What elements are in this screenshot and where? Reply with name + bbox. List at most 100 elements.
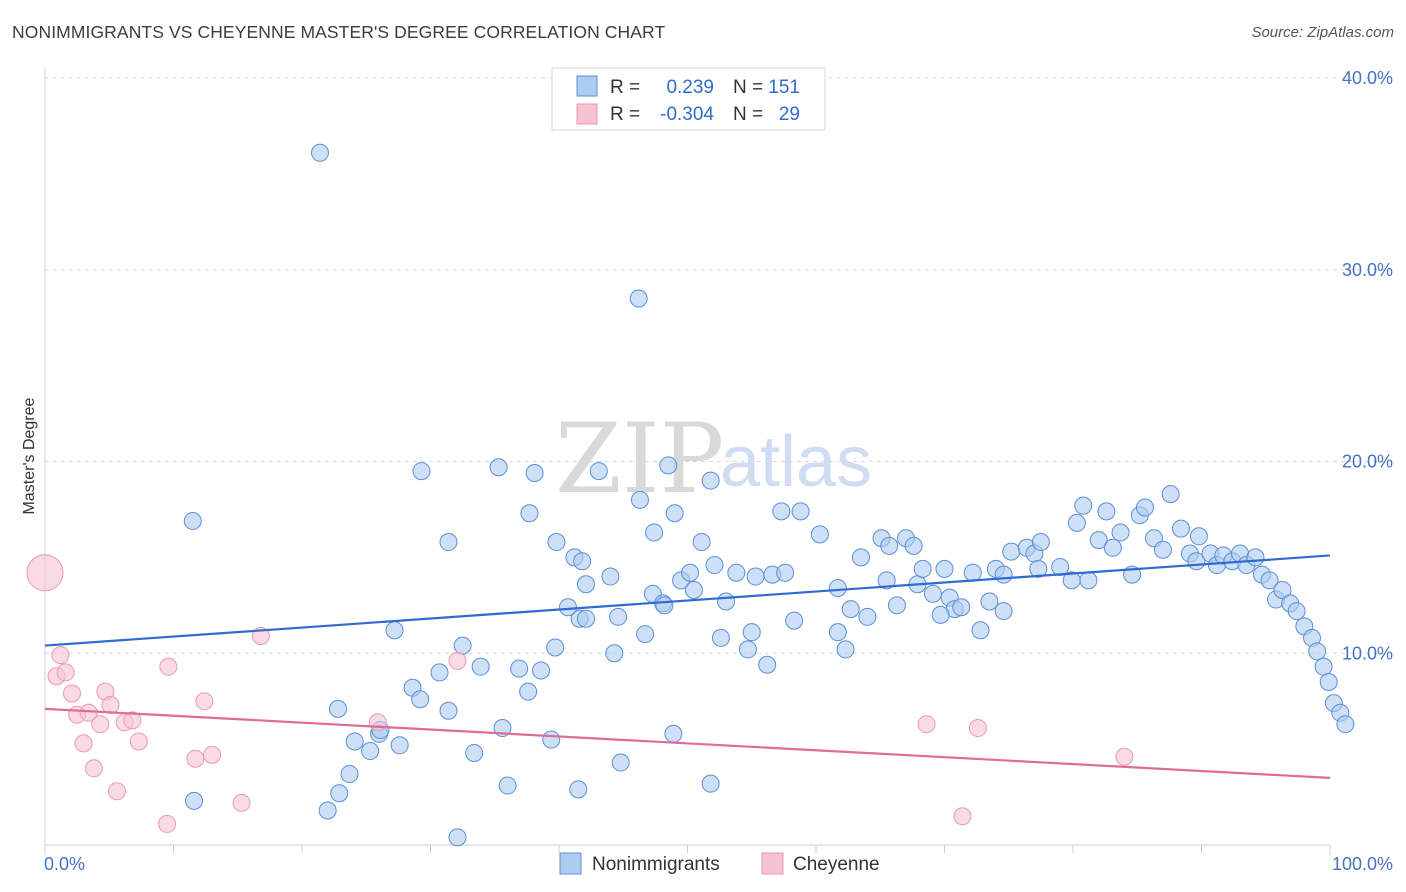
point-nonimmigrants-132: [328, 699, 347, 718]
legend-n-value-pink: 29: [779, 104, 800, 125]
point-nonimmigrants-25: [684, 580, 703, 599]
point-nonimmigrants-86: [1260, 571, 1279, 590]
legend-swatch-blue: [576, 75, 598, 97]
point-nonimmigrants-108: [385, 621, 404, 640]
point-nonimmigrants-36: [828, 579, 847, 598]
legend-r-label-pink: R =: [610, 104, 640, 125]
point-nonimmigrants-8: [701, 471, 720, 490]
point-nonimmigrants-13: [645, 523, 664, 542]
y-tick-label-3: 40.0%: [1342, 68, 1393, 88]
point-nonimmigrants-88: [1273, 580, 1292, 599]
point-nonimmigrants-27: [705, 556, 724, 575]
point-nonimmigrants-143: [701, 774, 720, 793]
point-nonimmigrants-117: [711, 628, 730, 647]
x-tick-labels: 0.0% 100.0%: [44, 854, 1393, 874]
point-cheyenne-23: [368, 713, 387, 732]
point-nonimmigrants-100: [758, 655, 777, 674]
point-nonimmigrants-67: [1111, 523, 1130, 542]
legend-r-value-pink: -0.304: [660, 104, 714, 125]
point-cheyenne-27: [953, 807, 972, 826]
point-nonimmigrants-146: [448, 828, 467, 847]
axes: [44, 68, 1331, 855]
legend-n-label-pink: N =: [733, 104, 763, 125]
point-nonimmigrants-136: [439, 701, 458, 720]
point-nonimmigrants-112: [510, 659, 529, 678]
point-nonimmigrants-127: [1029, 559, 1048, 578]
point-nonimmigrants-134: [340, 765, 359, 784]
point-nonimmigrants-0: [310, 143, 329, 162]
legend-r-value-blue: 0.239: [666, 77, 714, 98]
point-nonimmigrants-113: [519, 682, 538, 701]
point-nonimmigrants-14: [665, 504, 684, 523]
point-nonimmigrants-44: [904, 536, 923, 555]
bottom-legend: Nonimmigrants Cheyenne: [559, 852, 880, 875]
point-nonimmigrants-5: [525, 464, 544, 483]
trend-line-nonimmigrants: [44, 554, 1331, 647]
point-cheyenne-21: [232, 793, 251, 812]
point-nonimmigrants-24: [681, 563, 700, 582]
point-nonimmigrants-37: [841, 600, 860, 619]
point-cheyenne-17: [158, 814, 177, 833]
point-cheyenne-4: [62, 684, 81, 703]
point-nonimmigrants-29: [727, 563, 746, 582]
y-tick-labels: 10.0% 20.0% 30.0% 40.0%: [1342, 68, 1393, 663]
point-nonimmigrants-101: [836, 640, 855, 659]
point-cheyenne-25: [917, 715, 936, 734]
point-nonimmigrants-26: [692, 533, 711, 552]
point-nonimmigrants-74: [1171, 519, 1190, 538]
watermark: ZIP atlas: [555, 403, 872, 515]
point-cheyenne-15: [129, 732, 148, 751]
point-nonimmigrants-120: [785, 611, 804, 630]
legend: R = 0.239 N = 151 R = -0.304 N = 29: [551, 67, 826, 131]
point-nonimmigrants-115: [636, 625, 655, 644]
point-nonimmigrants-103: [576, 609, 595, 628]
point-nonimmigrants-116: [655, 596, 674, 615]
point-nonimmigrants-35: [810, 525, 829, 544]
legend-n-label-blue: N =: [733, 77, 763, 98]
x-tick-label-0: 0.0%: [44, 854, 85, 874]
point-nonimmigrants-4: [489, 458, 508, 477]
point-cheyenne-24: [448, 651, 467, 670]
point-nonimmigrants-139: [542, 730, 561, 749]
point-nonimmigrants-90: [1287, 602, 1306, 621]
point-cheyenne-12: [107, 782, 126, 801]
point-nonimmigrants-61: [1067, 513, 1086, 532]
point-nonimmigrants-105: [532, 661, 551, 680]
point-nonimmigrants-64: [1089, 531, 1108, 550]
y-tick-label-0: 10.0%: [1342, 643, 1393, 663]
point-cheyenne-3: [56, 663, 75, 682]
point-nonimmigrants-46: [913, 559, 932, 578]
point-nonimmigrants-70: [1135, 498, 1154, 517]
point-nonimmigrants-104: [546, 638, 565, 657]
point-nonimmigrants-11: [547, 533, 566, 552]
bottom-legend-swatch-pink: [761, 852, 784, 875]
point-nonimmigrants-107: [430, 663, 449, 682]
point-nonimmigrants-6: [589, 462, 608, 481]
point-nonimmigrants-95: [1319, 673, 1338, 692]
point-nonimmigrants-99: [498, 776, 517, 795]
point-nonimmigrants-73: [1161, 485, 1180, 504]
legend-swatch-pink: [576, 103, 598, 125]
point-cheyenne-28: [1115, 747, 1134, 766]
point-cheyenne-14: [123, 711, 142, 730]
point-nonimmigrants-17: [576, 575, 595, 594]
point-cheyenne-19: [195, 692, 214, 711]
point-nonimmigrants-55: [1002, 542, 1021, 561]
point-nonimmigrants-66: [1103, 538, 1122, 557]
point-nonimmigrants-1: [629, 289, 648, 308]
bottom-legend-swatch-blue: [559, 852, 582, 875]
point-nonimmigrants-93: [1308, 642, 1327, 661]
point-nonimmigrants-19: [601, 567, 620, 586]
legend-n-value-blue: 151: [768, 77, 800, 98]
bottom-legend-label-cheyenne: Cheyenne: [793, 854, 880, 875]
point-cheyenne-20: [203, 745, 222, 764]
point-cheyenne-6: [74, 734, 93, 753]
point-nonimmigrants-94: [1314, 657, 1333, 676]
point-nonimmigrants-16: [573, 552, 592, 571]
point-nonimmigrants-77: [1189, 527, 1208, 546]
point-nonimmigrants-130: [390, 736, 409, 755]
point-nonimmigrants-102: [558, 598, 577, 617]
point-nonimmigrants-114: [605, 644, 624, 663]
point-nonimmigrants-65: [1097, 502, 1116, 521]
